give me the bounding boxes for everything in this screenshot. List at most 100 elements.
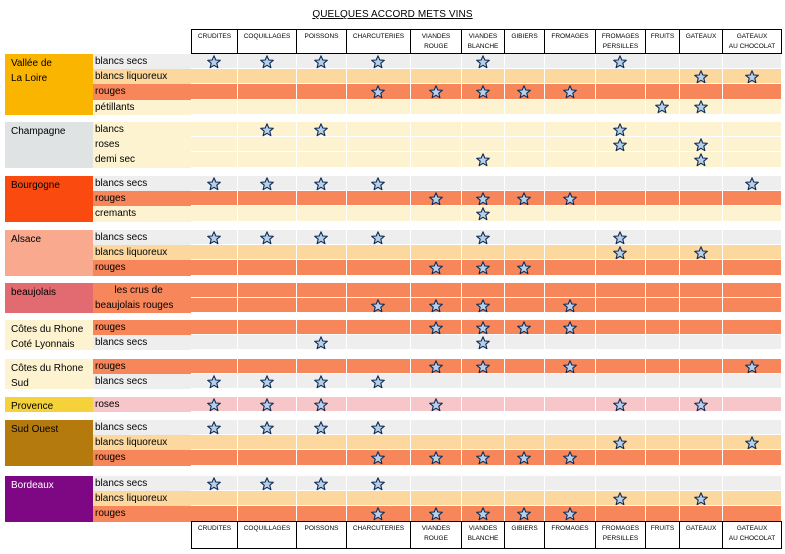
star-icon bbox=[314, 176, 328, 190]
column-divider bbox=[237, 54, 238, 521]
column-divider bbox=[595, 54, 596, 521]
column-header-top: VIANDES ROUGE bbox=[410, 29, 462, 54]
column-header-line: BLANCHE bbox=[467, 535, 499, 542]
column-header-line: PERSILLES bbox=[602, 43, 639, 50]
column-header-line: FROMAGES bbox=[601, 525, 640, 532]
column-header-line: ROUGE bbox=[424, 43, 448, 50]
table-row bbox=[191, 99, 781, 114]
column-header-line: POISSONS bbox=[304, 525, 339, 532]
table-row bbox=[191, 435, 781, 450]
column-header-line: AU CHOCOLAT bbox=[728, 43, 776, 50]
star-icon bbox=[475, 335, 490, 349]
column-header-line: VIANDES bbox=[468, 525, 498, 532]
star-icon bbox=[562, 451, 577, 465]
star-icon bbox=[371, 420, 385, 434]
column-header-line: ROUGE bbox=[424, 535, 448, 542]
wine-type-label: blancs secs bbox=[93, 54, 191, 70]
wine-type-label: blancs secs bbox=[93, 176, 191, 192]
column-header-bottom: COQUILLAGES bbox=[237, 521, 297, 549]
star-icon bbox=[744, 176, 759, 190]
region-name-line: Bourgogne bbox=[11, 180, 60, 191]
wine-type-label: beaujolais rouges bbox=[93, 298, 191, 314]
column-header-line: AU CHOCOLAT bbox=[728, 535, 776, 542]
table-row bbox=[191, 69, 781, 84]
column-header-top: FRUITS bbox=[645, 29, 680, 54]
column-header-top: FROMAGES PERSILLES bbox=[595, 29, 646, 54]
column-header-top: CRUDITES bbox=[191, 29, 238, 54]
wine-type-label: blancs secs bbox=[93, 335, 191, 351]
region-label: Provence bbox=[5, 397, 93, 413]
star-icon bbox=[207, 176, 221, 190]
wine-type-label: rouges bbox=[93, 450, 191, 466]
star-icon bbox=[562, 507, 577, 521]
region-label: Bourgogne bbox=[5, 176, 93, 222]
star-icon bbox=[475, 451, 490, 465]
region-name-line: Côtes du Rhone bbox=[11, 363, 84, 374]
column-header-line: GIBIERS bbox=[511, 33, 538, 40]
star-icon bbox=[207, 397, 221, 411]
star-icon bbox=[744, 435, 759, 449]
star-icon bbox=[371, 374, 385, 388]
column-header-top: CHARCUTERIES bbox=[346, 29, 411, 54]
column-header-line: COQUILLAGES bbox=[243, 525, 291, 532]
star-icon bbox=[314, 54, 328, 68]
star-icon bbox=[475, 320, 490, 334]
star-icon bbox=[517, 320, 531, 334]
star-icon bbox=[744, 359, 759, 373]
column-header-bottom: GATEAUX AU CHOCOLAT bbox=[722, 521, 782, 549]
column-divider bbox=[645, 54, 646, 521]
table-row bbox=[191, 283, 781, 298]
wine-type-label: les crus de bbox=[93, 283, 191, 299]
region-name-line: Provence bbox=[11, 401, 54, 412]
wine-type-label: rouges bbox=[93, 260, 191, 276]
star-icon bbox=[428, 191, 443, 205]
wine-type-label: rouges bbox=[93, 84, 191, 100]
star-icon bbox=[207, 230, 221, 244]
star-icon bbox=[371, 176, 385, 190]
column-divider bbox=[410, 54, 411, 521]
star-icon bbox=[207, 374, 221, 388]
star-icon bbox=[562, 320, 577, 334]
star-icon bbox=[314, 122, 328, 136]
region-name-line: Sud bbox=[11, 378, 29, 389]
column-header-line: FRUITS bbox=[650, 525, 675, 532]
wine-type-label: blancs liquoreux bbox=[93, 69, 191, 85]
table-row bbox=[191, 491, 781, 506]
star-icon bbox=[693, 397, 708, 411]
column-header-bottom: VIANDES BLANCHE bbox=[461, 521, 505, 549]
star-icon bbox=[517, 191, 531, 205]
column-divider bbox=[504, 54, 505, 521]
region-label: beaujolais bbox=[5, 283, 93, 314]
wine-type-label: cremants bbox=[93, 206, 191, 222]
star-icon bbox=[428, 451, 443, 465]
star-icon bbox=[693, 69, 708, 83]
wine-type-label: blancs secs bbox=[93, 476, 191, 492]
table-row bbox=[191, 122, 781, 137]
star-icon bbox=[475, 230, 490, 244]
column-header-line: FROMAGES bbox=[551, 525, 589, 532]
region-label: Côtes du Rhone Sud bbox=[5, 359, 93, 390]
star-icon bbox=[517, 451, 531, 465]
star-icon bbox=[207, 54, 221, 68]
star-icon bbox=[259, 122, 274, 136]
column-divider bbox=[461, 54, 462, 521]
region-name-line: Bordeaux bbox=[11, 480, 54, 491]
region-name-line: Coté Lyonnais bbox=[11, 339, 75, 350]
column-header-line: GIBIERS bbox=[511, 525, 538, 532]
star-icon bbox=[613, 230, 627, 244]
column-header-line: GATEAUX bbox=[736, 33, 768, 40]
star-icon bbox=[371, 476, 385, 490]
column-header-bottom: GATEAUX bbox=[679, 521, 723, 549]
wine-type-label: blancs liquoreux bbox=[93, 491, 191, 507]
region-label: Champagne bbox=[5, 122, 93, 168]
wine-type-label: demi sec bbox=[93, 152, 191, 168]
column-header-line: VIANDES bbox=[468, 33, 498, 40]
table-row bbox=[191, 374, 781, 389]
star-icon bbox=[613, 137, 627, 151]
star-icon bbox=[428, 298, 443, 312]
wine-type-label: blancs bbox=[93, 122, 191, 138]
table-row bbox=[191, 176, 781, 191]
star-icon bbox=[371, 298, 385, 312]
column-header-line: GATEAUX bbox=[685, 33, 717, 40]
page-title: QUELQUES ACCORD METS VINS bbox=[312, 9, 473, 20]
